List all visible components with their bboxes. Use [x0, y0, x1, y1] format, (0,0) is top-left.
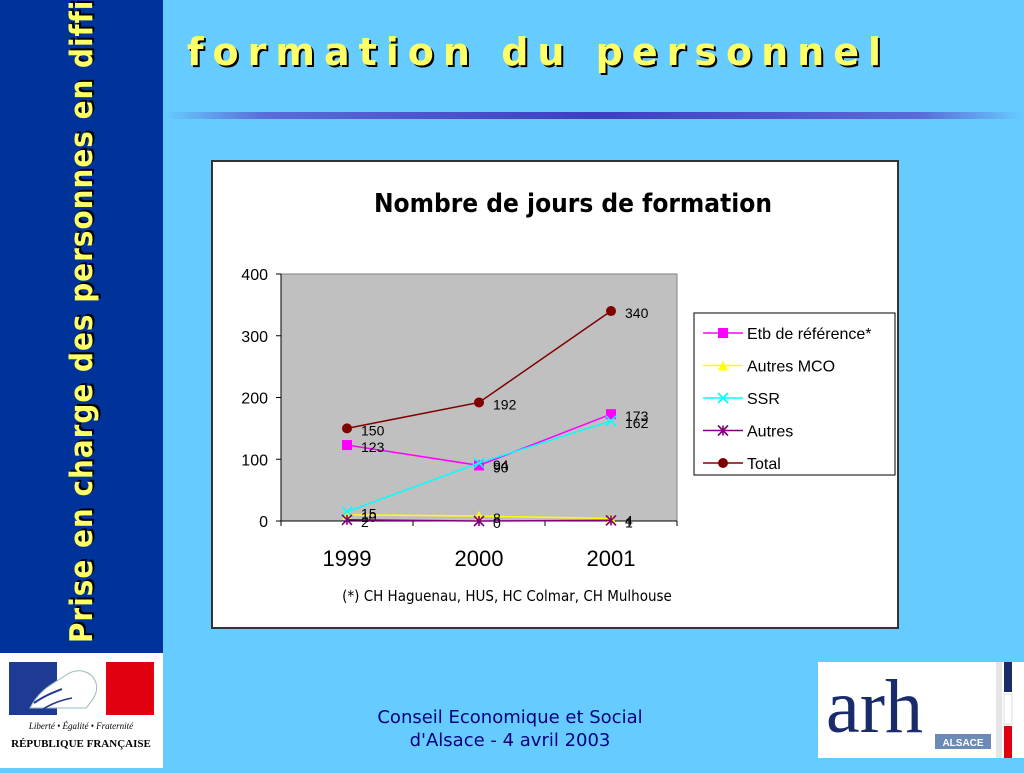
y-tick-label: 200	[241, 391, 268, 408]
legend-item: Etb de référence*	[703, 326, 872, 343]
data-point	[341, 506, 353, 518]
footer-line-2: d'Alsace - 4 avril 2003	[409, 730, 611, 751]
legend-item: SSR	[703, 391, 780, 408]
data-label: 8	[493, 510, 501, 526]
page-title: formation du personnel	[187, 30, 891, 74]
legend-marker	[717, 392, 729, 404]
data-point	[474, 460, 484, 471]
arh-stripe-white	[1003, 693, 1013, 725]
data-point	[473, 515, 485, 527]
data-label: 1	[625, 514, 633, 530]
data-label: 2	[361, 514, 369, 530]
legend-label: Total	[747, 456, 781, 473]
arh-stripe-blue	[1004, 662, 1012, 692]
data-point	[342, 440, 352, 451]
data-label: 150	[361, 422, 385, 438]
data-label: 162	[625, 415, 649, 431]
y-tick-label: 100	[241, 452, 268, 469]
data-label: 10	[361, 509, 377, 525]
republique-francaise-logo: Liberté • Égalité • Fraternité RÉPUBLIQU…	[0, 653, 163, 768]
x-tick-label: 2001	[587, 546, 636, 571]
y-tick-label: 400	[241, 267, 268, 284]
data-label: 15	[361, 506, 377, 522]
chart-title: Nombre de jours de formation	[374, 189, 772, 219]
data-label: 4	[625, 513, 633, 529]
data-point	[341, 514, 353, 526]
data-label: 192	[493, 396, 517, 412]
legend-marker	[718, 328, 728, 338]
data-point	[473, 457, 485, 469]
legend-marker	[717, 424, 729, 437]
legend-label: Autres	[747, 424, 793, 441]
series-3: 2 0 1	[341, 514, 633, 531]
title-divider	[163, 112, 1024, 119]
data-label: 340	[625, 305, 649, 321]
data-point	[474, 397, 484, 408]
chart-legend: Etb de référence* Autres MCO SSR Autres Tota…	[693, 312, 896, 476]
legend-item: Autres MCO	[703, 359, 835, 376]
data-point	[605, 514, 617, 526]
y-tick-label: 300	[241, 329, 268, 346]
legend-marker	[718, 360, 728, 371]
arh-region-label: ALSACE	[942, 738, 983, 749]
chart-panel: Nombre de jours de formation 0 100 200 300 4…	[211, 160, 899, 629]
x-tick-label: 2000	[455, 546, 504, 571]
legend-item: Autres	[703, 424, 793, 441]
footer: Conseil Economique et Social d'Alsace - …	[340, 706, 680, 752]
y-tick-label: 0	[259, 514, 268, 531]
x-tick-label: 1999	[323, 546, 372, 571]
arh-alsace-logo: arh ALSACE	[818, 662, 1024, 758]
arh-region-band	[935, 734, 991, 749]
data-label: 94	[493, 457, 509, 473]
series-2: 15 94 162	[341, 415, 649, 522]
arh-stripe-grey	[996, 662, 1002, 758]
marianne-icon: Liberté • Égalité • Fraternité RÉPUBLIQU…	[9, 662, 154, 750]
series-4: 150 192 340	[342, 305, 649, 438]
data-label: 0	[493, 515, 501, 531]
series-0: 123 90 173	[342, 408, 649, 475]
data-label: 173	[625, 408, 649, 424]
footer-line-1: Conseil Economique et Social	[377, 707, 643, 728]
data-point	[342, 423, 352, 434]
arh-stripe-red	[1004, 726, 1012, 758]
chart-footnote: (*) CH Haguenau, HUS, HC Colmar, CH Mulh…	[342, 587, 672, 605]
data-point	[606, 306, 616, 317]
data-point	[605, 415, 617, 427]
republique-motto: Liberté • Égalité • Fraternité	[28, 721, 134, 731]
legend-label: Autres MCO	[747, 359, 835, 376]
legend-item: Total	[703, 456, 781, 473]
series-layer: 123 90 173 10 8 4 15 94 162 2 0 1 150 192 340	[341, 305, 649, 531]
republique-name: RÉPUBLIQUE FRANÇAISE	[11, 738, 151, 750]
data-label: 123	[361, 439, 385, 455]
line-chart: Nombre de jours de formation 01002003004…	[241, 189, 896, 605]
arh-letters: arh	[826, 665, 923, 749]
sidebar: Prise en charge des personnes en difficu…	[0, 0, 163, 768]
data-point	[606, 409, 616, 420]
sidebar-vertical-title: Prise en charge des personnes en difficu…	[64, 0, 100, 643]
arh-logo-graphic: arh ALSACE	[826, 662, 1013, 758]
data-label: 90	[493, 459, 509, 475]
legend-label: SSR	[747, 391, 780, 408]
legend-label: Etb de référence*	[747, 326, 872, 343]
legend-marker	[718, 458, 728, 468]
